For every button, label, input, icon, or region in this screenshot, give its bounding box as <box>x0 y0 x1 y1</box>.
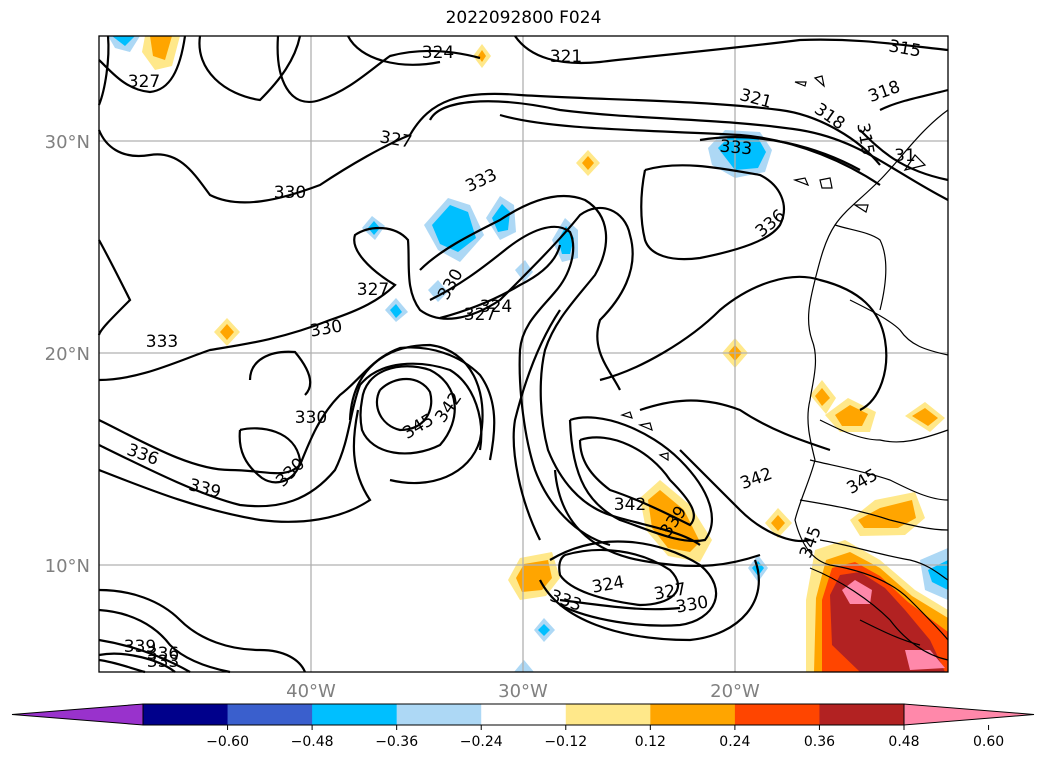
contour-label: 333 <box>147 652 179 672</box>
contour-label: 333 <box>146 332 178 352</box>
contour-lines <box>97 35 949 674</box>
contour-label: 333 <box>719 137 753 160</box>
contour-label: 336 <box>147 644 179 664</box>
contour-label: 327 <box>128 72 160 92</box>
coastlines <box>620 75 949 661</box>
lon-label-20w: 20°W <box>710 681 760 702</box>
colorbar-segment <box>819 704 905 725</box>
colorbar-tick-label: 0.36 <box>804 734 835 750</box>
colorbar-tick-label: −0.12 <box>544 734 587 750</box>
colorbar-tick-label: 0.12 <box>635 734 666 750</box>
longitude-labels: 40°W 30°W 20°W <box>286 681 760 702</box>
colorbar-tick-label: −0.36 <box>375 734 418 750</box>
colorbar-tick-label: −0.24 <box>460 734 503 750</box>
colorbar-extend-low <box>11 703 144 726</box>
colorbar: −0.60 −0.48 −0.36 −0.24 −0.12 0.12 0.24 0.36 0.4… <box>11 703 1035 750</box>
colorbar-segment <box>650 704 736 725</box>
contour-label: 330 <box>274 183 306 203</box>
contour-label: 327 <box>357 280 389 300</box>
lon-label-40w: 40°W <box>286 681 336 702</box>
colorbar-segment <box>312 704 398 725</box>
contour-label: 321 <box>550 47 582 67</box>
colorbar-tick-label: 0.48 <box>888 734 919 750</box>
colorbar-tick-label: 0.24 <box>719 734 750 750</box>
colorbar-segment <box>734 704 820 725</box>
lat-label-10n: 10°N <box>45 556 90 577</box>
colorbar-tick-label: −0.60 <box>206 734 249 750</box>
colorbar-segment <box>143 704 229 725</box>
map-panel <box>97 35 949 674</box>
contour-label: 324 <box>480 297 512 317</box>
lon-label-30w: 30°W <box>498 681 548 702</box>
colorbar-segment <box>227 704 313 725</box>
gridlines <box>99 36 948 672</box>
colorbar-segment <box>565 704 651 725</box>
contour-label: 324 <box>422 43 454 63</box>
contour-label: 327 <box>464 305 496 325</box>
colorbar-segment <box>481 704 567 725</box>
colorbar-tick-label: −0.48 <box>291 734 334 750</box>
contour-label: 339 <box>124 637 156 657</box>
lat-label-30n: 30°N <box>45 132 90 153</box>
colorbar-extend-high <box>903 703 1035 726</box>
contour-label: 31 <box>894 146 916 166</box>
contour-label: 330 <box>295 408 327 428</box>
colorbar-frame <box>142 703 905 726</box>
contour-label: 342 <box>614 495 646 515</box>
lat-label-20n: 20°N <box>45 344 90 365</box>
map-frame <box>98 35 949 673</box>
colorbar-segment <box>396 704 482 725</box>
shaded-anomalies <box>108 36 948 672</box>
map-title: 2022092800 F024 <box>445 8 602 28</box>
latitude-labels: 30°N 20°N 10°N <box>45 132 90 577</box>
colorbar-tick-label: 0.60 <box>973 734 1004 750</box>
